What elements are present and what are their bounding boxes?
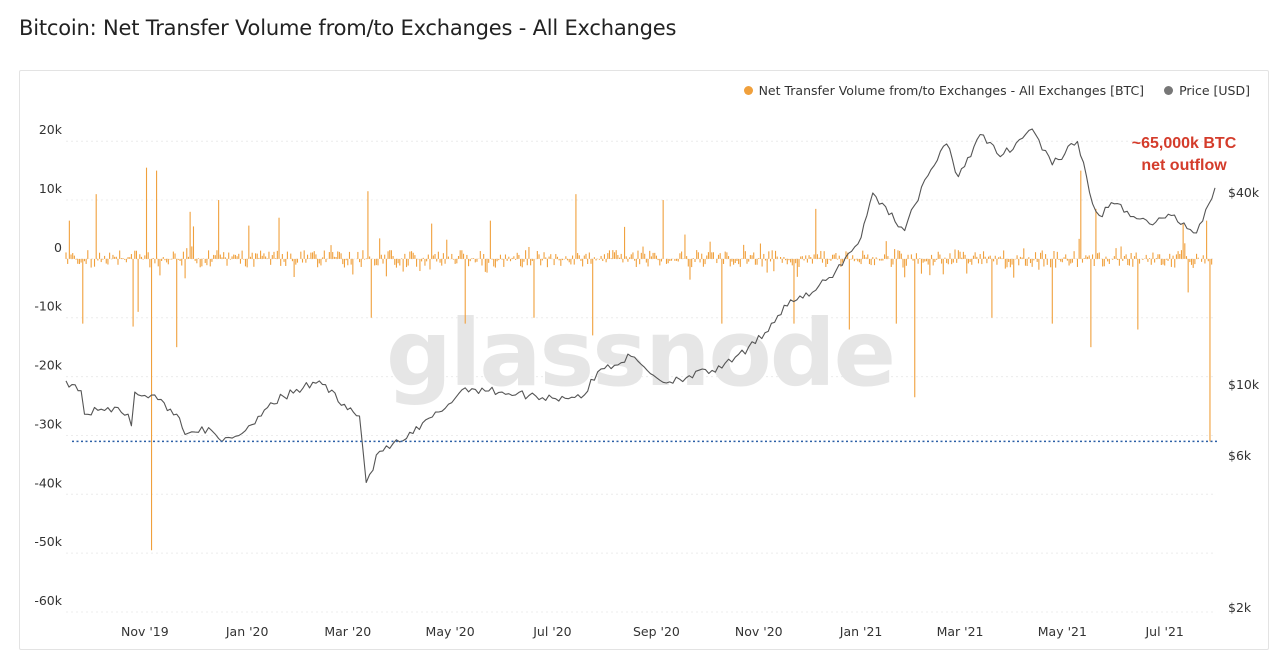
annotation-line: ~65,000k BTC [1132,135,1237,152]
page-title: Bitcoin: Net Transfer Volume from/to Exc… [19,16,677,40]
x-tick-label: Mar '21 [937,624,984,639]
x-tick-label: Jul '20 [532,624,571,639]
legend-dot-flow [743,86,753,95]
y-right-tick-label: $10k [1228,377,1260,392]
x-tick-label: Nov '19 [121,624,169,639]
y-right-tick-label: $2k [1228,600,1252,615]
x-tick-label: Mar '20 [324,624,371,639]
y-left-tick-label: -20k [34,358,62,373]
annotation-line: net outflow [1141,157,1227,174]
x-tick-label: Jul '21 [1144,624,1183,639]
x-tick-label: Jan '21 [839,624,883,639]
x-tick-label: Nov '20 [735,624,783,639]
legend-dot-price [1164,86,1174,95]
legend-label-price: Price [USD] [1179,83,1250,98]
y-left-tick-label: -60k [34,593,62,608]
y-left-tick-label: 20k [39,122,63,137]
x-axis: Nov '19 Jan '20 Mar '20 May '20 Jul '20 Sep '… [121,624,1184,639]
price-series [65,128,1216,484]
watermark-text: glassnode [386,300,894,407]
legend: Net Transfer Volume from/to Exchanges - … [743,83,1250,98]
y-left-tick-label: 0 [54,240,62,255]
y-left-tick-label: -10k [34,299,62,314]
x-tick-label: May '20 [426,624,475,639]
legend-label-flow: Net Transfer Volume from/to Exchanges - … [758,83,1145,98]
y-right-tick-label: $6k [1228,448,1252,463]
y-axis-right: $40k $10k $6k $2k [1228,185,1260,615]
watermark: glassnode [386,300,896,407]
legend-item-flow[interactable]: Net Transfer Volume from/to Exchanges - … [743,83,1145,98]
y-left-tick-label: -30k [34,416,62,431]
legend-item-price[interactable]: Price [USD] [1164,83,1250,98]
annotation: ~65,000k BTC net outflow [1132,135,1237,174]
x-tick-label: Jan '20 [225,624,269,639]
price-line-path [65,128,1216,484]
y-right-tick-label: $40k [1228,185,1260,200]
x-tick-label: Sep '20 [633,624,680,639]
x-tick-label: May '21 [1038,624,1087,639]
y-axis-left: 20k 10k 0 -10k -20k -30k -40k -50k -60k [34,122,62,608]
flow-series [65,167,1213,551]
y-left-tick-label: -50k [34,534,62,549]
y-left-tick-label: -40k [34,475,62,490]
y-left-tick-label: 10k [39,181,63,196]
